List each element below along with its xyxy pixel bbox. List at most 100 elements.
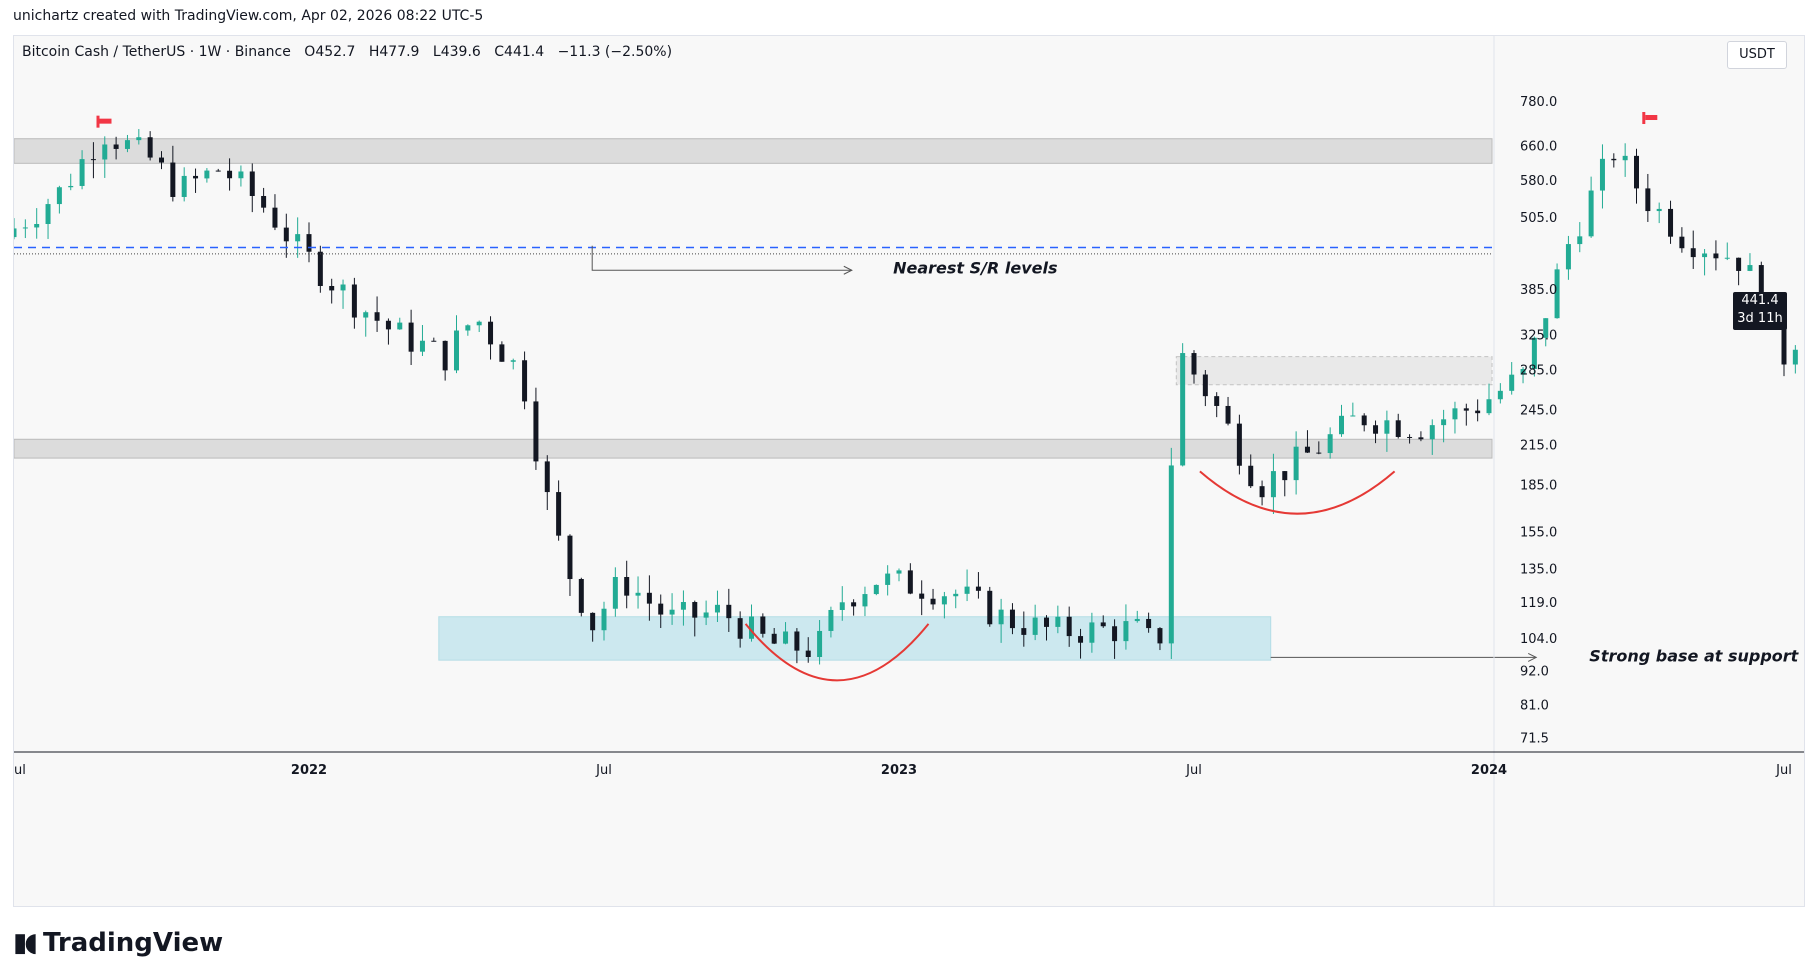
strong-base-box[interactable] (438, 616, 1272, 661)
candle-body (1361, 415, 1367, 426)
candle-body (578, 579, 584, 613)
price-tick-label: 119.0 (1520, 596, 1557, 611)
open-value: O452.7 (304, 44, 356, 60)
last-price-tag: 441.4 3d 11h (1733, 292, 1787, 330)
candle-body (1747, 265, 1753, 271)
candle-body (1713, 253, 1719, 259)
candle-body (56, 187, 62, 205)
candle-body (1792, 349, 1798, 365)
candle-body (1100, 622, 1106, 627)
flag-icon[interactable] (1642, 112, 1646, 125)
candle-body (646, 592, 652, 604)
candle-body (635, 592, 641, 596)
symbol-label[interactable]: Bitcoin Cash / TetherUS · 1W · Binance (22, 44, 291, 60)
time-tick-label: 2023 (881, 763, 917, 778)
tradingview-logo[interactable]: ▮◖ TradingView (13, 928, 223, 958)
time-tick-label: ul (14, 763, 26, 778)
bar-countdown: 3d 11h (1737, 311, 1783, 326)
candle-body (1373, 425, 1379, 434)
candle-body (1270, 471, 1276, 498)
candle-body (783, 631, 789, 644)
time-tick-label: 2024 (1471, 763, 1507, 778)
candle-body (45, 204, 51, 224)
price-tick-label: 92.0 (1520, 664, 1549, 679)
price-tick-label: 135.0 (1520, 562, 1557, 577)
candle-body (1565, 244, 1571, 270)
rounded-bottom-curve[interactable] (1199, 470, 1396, 515)
candle-body (1645, 188, 1651, 212)
candle-body (1611, 158, 1617, 161)
candle-body (726, 604, 732, 619)
candle-body (113, 144, 119, 149)
candle-body (1191, 353, 1197, 375)
candle-body (1634, 155, 1639, 189)
candle-body (1577, 236, 1583, 245)
candle-body (998, 609, 1004, 625)
candle-body (1044, 617, 1049, 627)
price-tick-label: 505.0 (1520, 211, 1557, 226)
flag-icon[interactable] (1645, 115, 1658, 121)
resistance-zone[interactable] (14, 138, 1493, 164)
candle-body (272, 207, 278, 228)
candle-body (1350, 415, 1356, 417)
candle-body (1202, 374, 1208, 397)
tv-logo-icon: ▮◖ (13, 928, 38, 958)
candle-body (249, 171, 255, 196)
flag-icon[interactable] (96, 115, 100, 128)
candle-body (1089, 622, 1095, 643)
candle-body (1758, 265, 1764, 319)
flag-icon[interactable] (99, 118, 112, 124)
candle-body (1327, 434, 1333, 454)
currency-button[interactable]: USDT (1727, 41, 1787, 69)
candle-body (692, 602, 698, 618)
time-tick-label: Jul (1185, 763, 1202, 778)
candle-body (499, 344, 505, 362)
candle-body (1304, 446, 1310, 453)
candle-body (351, 284, 357, 318)
candle-body (340, 284, 346, 291)
nearest-sr-arrow[interactable] (591, 245, 852, 271)
candle-body (1168, 465, 1174, 644)
annotation-strong-base: Strong base at support (1589, 647, 1799, 666)
mid-support-zone[interactable] (1175, 356, 1493, 386)
candle-body (1236, 423, 1242, 466)
strong-base-arrow-head (1527, 652, 1538, 662)
candle-body (1395, 420, 1401, 437)
candle-body (1214, 396, 1220, 406)
price-tick-label: 215.0 (1520, 438, 1557, 453)
candle-body (805, 650, 811, 657)
candle-body (953, 593, 959, 597)
candle-body (238, 171, 244, 179)
candle-body (1429, 425, 1435, 440)
price-chart[interactable]: Resistance ZoneNearest S/R levelsStrong … (14, 36, 1804, 906)
close-value: C441.4 (494, 44, 545, 60)
candle-body (1418, 437, 1424, 440)
candle-body (510, 360, 516, 362)
candle-body (703, 612, 709, 618)
candle-body (522, 360, 528, 402)
nearest-sr-arrow-head (843, 265, 853, 275)
candle-body (1509, 374, 1515, 391)
candle-body (124, 140, 130, 149)
candle-body (794, 631, 800, 651)
candle-body (1656, 208, 1662, 212)
candle-body (22, 227, 28, 229)
candle-body (680, 602, 686, 610)
rounded-bottom-curve[interactable] (744, 623, 930, 682)
candle-body (1724, 257, 1730, 259)
candle-body (1781, 313, 1787, 365)
price-tick-label: 104.0 (1520, 632, 1557, 647)
candle-body (975, 586, 981, 591)
candle-body (1078, 636, 1084, 643)
candle-body (1180, 353, 1186, 466)
candle-body (749, 616, 754, 639)
candle-body (408, 322, 414, 352)
candle-body (1032, 617, 1038, 635)
strong-support-zone[interactable] (14, 438, 1493, 459)
candle-body (1690, 248, 1696, 258)
candle-body (1066, 616, 1072, 637)
candle-body (1146, 618, 1152, 629)
candle-body (1463, 408, 1469, 411)
chart-panel[interactable]: Resistance ZoneNearest S/R levelsStrong … (13, 35, 1805, 907)
candle-body (34, 223, 40, 228)
